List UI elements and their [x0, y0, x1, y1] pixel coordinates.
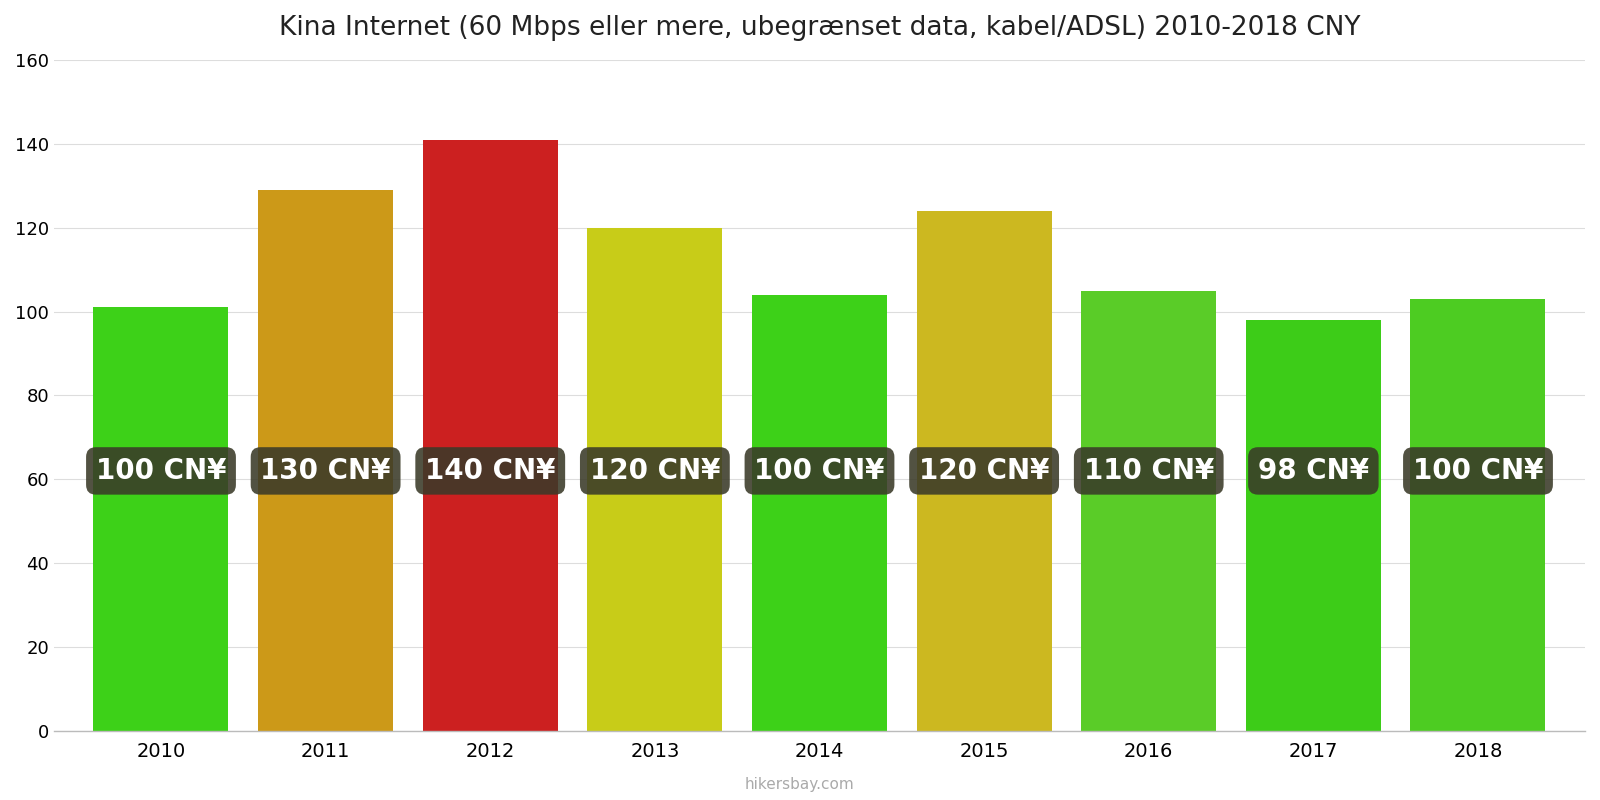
Bar [1411, 299, 1546, 731]
Bar [422, 140, 558, 731]
Bar [1246, 320, 1381, 731]
Text: 120 CN¥: 120 CN¥ [590, 457, 720, 485]
Text: 120 CN¥: 120 CN¥ [918, 457, 1050, 485]
Text: 100 CN¥: 100 CN¥ [1413, 457, 1542, 485]
Title: Kina Internet (60 Mbps eller mere, ubegrænset data, kabel/ADSL) 2010-2018 CNY: Kina Internet (60 Mbps eller mere, ubegr… [278, 15, 1360, 41]
Bar [1082, 290, 1216, 731]
Text: 130 CN¥: 130 CN¥ [261, 457, 390, 485]
Bar [752, 295, 886, 731]
Bar [587, 228, 722, 731]
Bar [93, 307, 229, 731]
Text: 110 CN¥: 110 CN¥ [1083, 457, 1214, 485]
Text: 100 CN¥: 100 CN¥ [754, 457, 885, 485]
Text: 140 CN¥: 140 CN¥ [426, 457, 555, 485]
Text: 98 CN¥: 98 CN¥ [1258, 457, 1370, 485]
Bar [258, 190, 394, 731]
Text: hikersbay.com: hikersbay.com [746, 777, 854, 792]
Bar [917, 211, 1051, 731]
Text: 100 CN¥: 100 CN¥ [96, 457, 226, 485]
